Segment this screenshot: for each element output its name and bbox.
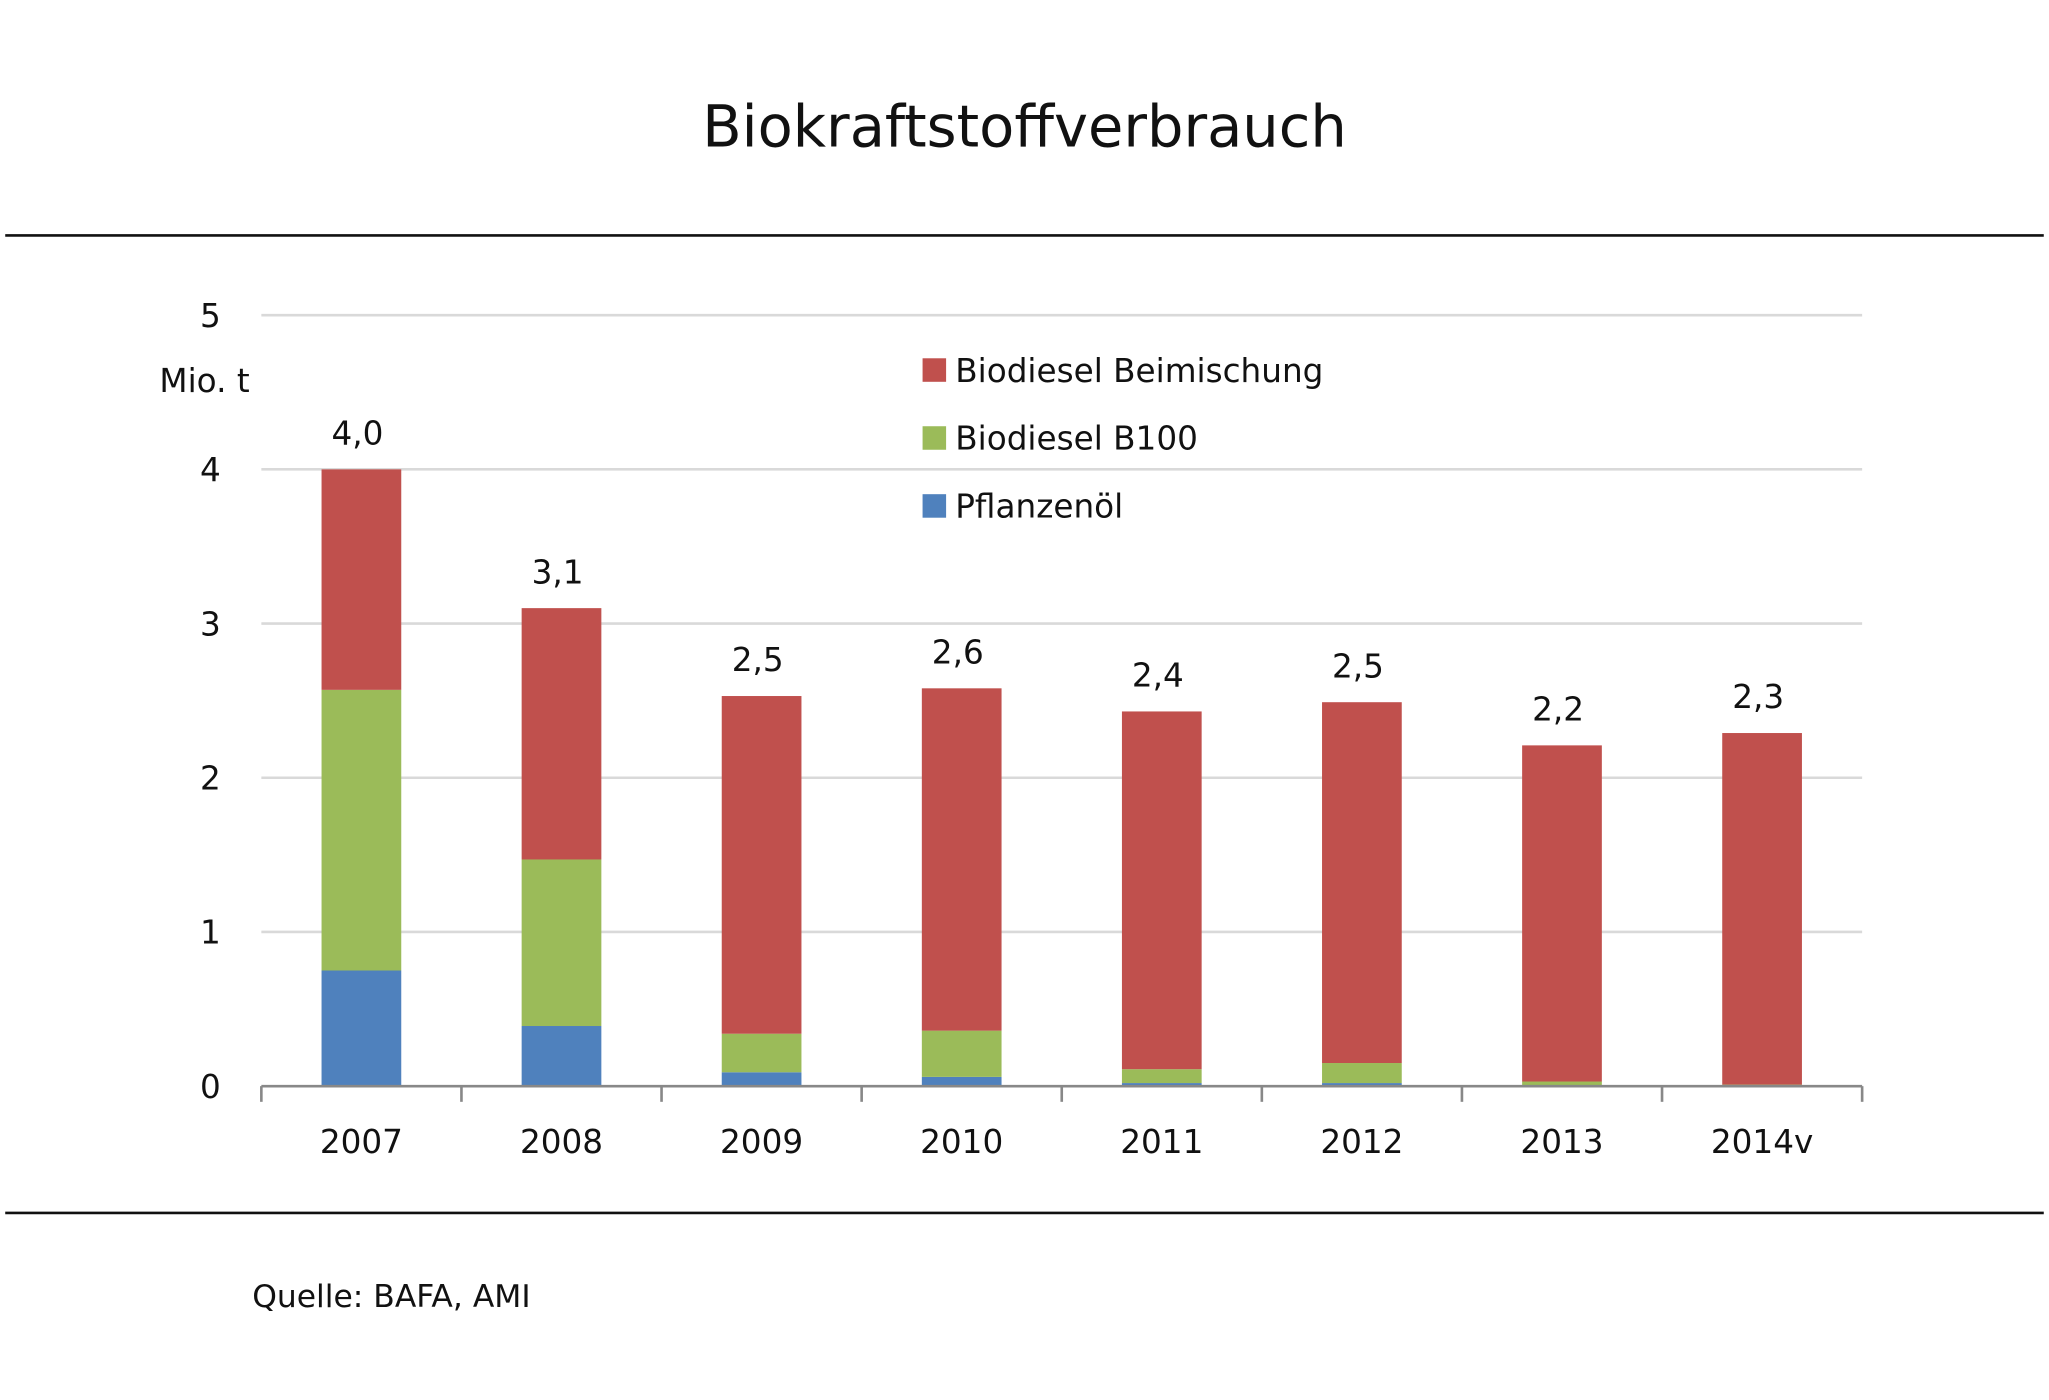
bar-segment (1121, 1083, 1202, 1087)
y-tick-label: 1 (200, 914, 221, 952)
bar-segment (321, 970, 402, 1087)
bar-segment (321, 469, 402, 690)
source-note: Quelle: BAFA, AMI (252, 1279, 530, 1315)
total-data-label: 3,1 (532, 553, 584, 591)
bar-segment (721, 1072, 802, 1087)
bar-segment (921, 1076, 1002, 1087)
legend-swatch (922, 494, 947, 518)
y-tick-label: 2 (200, 760, 221, 798)
bar-segment (921, 1030, 1002, 1077)
x-tick-label: 2009 (720, 1123, 803, 1161)
legend-label: Pflanzenöl (955, 488, 1123, 526)
bar-segment (1322, 1063, 1402, 1084)
legend-swatch (922, 358, 947, 382)
total-data-label: 2,5 (1332, 647, 1384, 685)
bar-segment (721, 1033, 802, 1073)
legend-swatch (922, 426, 947, 450)
total-data-label: 2,3 (1732, 678, 1784, 716)
x-tick-label: 2014v (1711, 1123, 1813, 1161)
x-tick-label: 2007 (320, 1123, 403, 1161)
bar-segment (1522, 1081, 1602, 1087)
x-tick-label: 2008 (520, 1123, 603, 1161)
x-tick-label: 2012 (1320, 1123, 1403, 1161)
total-data-label: 4,0 (332, 415, 384, 453)
y-tick-label: 3 (200, 605, 221, 643)
bar-segment (721, 696, 802, 1034)
bar-segment (1121, 711, 1202, 1070)
x-tick-label: 2013 (1520, 1123, 1603, 1161)
y-tick-label: 0 (200, 1068, 221, 1106)
bar-segment (1322, 702, 1402, 1064)
chart-title: Biokraftstoffverbrauch (702, 94, 1347, 161)
bar-segment (1522, 745, 1602, 1082)
x-tick-label: 2010 (920, 1123, 1003, 1161)
legend-label: Biodiesel B100 (955, 420, 1198, 458)
bar-segment (1121, 1069, 1202, 1084)
bar-segment (521, 1026, 602, 1087)
y-tick-label: 4 (200, 451, 221, 489)
y-tick-label: 5 (200, 297, 221, 335)
legend-label: Biodiesel Beimischung (955, 352, 1323, 390)
bar-segment (1322, 1083, 1402, 1087)
bar-segment (921, 688, 1002, 1031)
total-data-label: 2,5 (732, 641, 784, 679)
total-data-label: 2,4 (1132, 657, 1184, 695)
bar-segment (521, 859, 602, 1027)
total-data-label: 2,6 (932, 633, 984, 671)
bar-segment (321, 689, 402, 971)
y-axis-label: Mio. t (159, 362, 249, 400)
bar-segment (1722, 733, 1802, 1085)
x-tick-label: 2011 (1120, 1123, 1203, 1161)
total-data-label: 2,2 (1532, 691, 1584, 729)
bar-segment (521, 608, 602, 860)
